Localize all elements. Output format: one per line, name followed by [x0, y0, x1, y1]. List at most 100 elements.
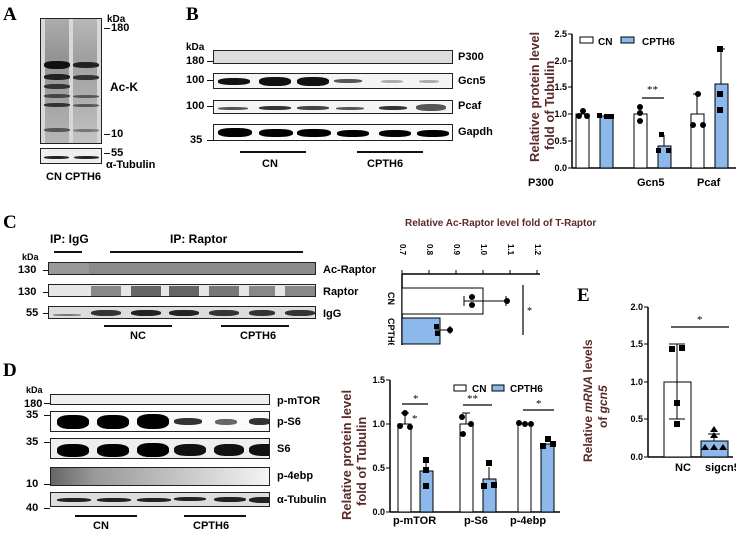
- x-label-nc: NC: [675, 462, 691, 474]
- svg-text:1.0: 1.0: [479, 244, 488, 256]
- marker: 130: [18, 264, 37, 276]
- svg-text:CN: CN: [386, 292, 396, 305]
- x-label-sigcn5: sigcn5: [705, 462, 736, 474]
- svg-text:2.5: 2.5: [554, 29, 567, 39]
- svg-text:CPTH6: CPTH6: [510, 384, 543, 395]
- blot-label-tubulin-d: α-Tubulin: [277, 494, 327, 506]
- blot-ac-k: [40, 18, 102, 144]
- panel-label-e: E: [577, 285, 590, 306]
- svg-text:CPTH6: CPTH6: [386, 318, 396, 345]
- x-label-p-4ebp: p-4ebp: [510, 515, 547, 527]
- group-labels: CN CPTH6: [46, 171, 102, 183]
- blot-gapdh: [213, 124, 453, 141]
- svg-text:fold of Tubulin: fold of Tubulin: [354, 417, 369, 506]
- svg-text:CPTH6: CPTH6: [642, 37, 675, 48]
- svg-text:1.0: 1.0: [630, 377, 643, 387]
- blot-label-gcn5: Gcn5: [458, 75, 486, 87]
- marker-tick: [104, 28, 110, 30]
- group-label-nc: NC: [130, 330, 146, 342]
- svg-text:0.8: 0.8: [425, 244, 434, 256]
- marker: 180: [24, 398, 43, 410]
- x-label-p-mtor: p-mTOR: [393, 515, 437, 527]
- svg-text:Relative protein level: Relative protein level: [527, 32, 542, 162]
- marker-tick: [44, 484, 50, 486]
- svg-text:CN: CN: [472, 384, 486, 395]
- svg-text:**: **: [467, 393, 478, 405]
- panel-label-c: C: [3, 212, 17, 233]
- svg-text:*: *: [697, 314, 703, 326]
- marker-tick: [43, 292, 49, 294]
- x-label-p300: P300: [528, 177, 554, 189]
- kda-label: kDa: [26, 385, 43, 395]
- blot-label-ac-k: Ac-K: [110, 80, 139, 94]
- marker: 35: [26, 409, 39, 421]
- marker-tick: [207, 140, 213, 142]
- svg-text:Relative protein level: Relative protein level: [339, 390, 354, 520]
- blot-label-igg: IgG: [323, 308, 342, 320]
- chart-c: 0.7 0.8 0.9 1.0 1.1 1.2 * CN CPTH6: [386, 244, 542, 345]
- blot-p-s6: [50, 411, 270, 432]
- chart-c-title: Relative Ac-Raptor level fold of T-Rapto…: [405, 218, 597, 229]
- svg-text:2.0: 2.0: [630, 302, 643, 312]
- svg-text:1.5: 1.5: [372, 375, 385, 385]
- svg-text:of gcn5: of gcn5: [596, 385, 610, 428]
- group-underline: [357, 151, 423, 153]
- svg-text:CN: CN: [598, 37, 612, 48]
- marker: 35: [190, 134, 203, 146]
- marker-180: 180: [111, 22, 130, 34]
- group-underline: [221, 325, 289, 327]
- marker-tick: [44, 403, 50, 405]
- svg-text:0.5: 0.5: [554, 136, 567, 146]
- svg-text:**: **: [647, 84, 658, 96]
- marker: 100: [186, 74, 205, 86]
- marker: 130: [18, 286, 37, 298]
- x-label-p-s6: p-S6: [464, 515, 488, 527]
- svg-text:1.2: 1.2: [533, 244, 542, 256]
- blot-raptor: [48, 284, 316, 297]
- panel-label-a: A: [3, 4, 17, 25]
- svg-text:*: *: [413, 393, 419, 405]
- svg-text:0.5: 0.5: [372, 463, 385, 473]
- group-label-cpth6: CPTH6: [367, 158, 404, 170]
- panel-label-b: B: [186, 4, 199, 25]
- blot-label-p300: P300: [458, 51, 484, 63]
- ip-label-igg: IP: IgG: [50, 232, 89, 246]
- svg-text:*: *: [527, 306, 532, 317]
- chart-e: Relative mRNA levels of gcn5 0.0 0.5 1.0…: [581, 302, 733, 462]
- group-underline: [75, 515, 137, 517]
- x-label-gcn5: Gcn5: [637, 177, 665, 189]
- blot-tubulin-d: [50, 492, 270, 507]
- svg-text:fold of Tubulin: fold of Tubulin: [542, 61, 557, 150]
- svg-text:1.0: 1.0: [372, 419, 385, 429]
- svg-text:0.7: 0.7: [398, 244, 407, 256]
- marker: 100: [186, 100, 205, 112]
- marker-55: 55: [111, 147, 124, 159]
- marker: 180: [186, 55, 205, 67]
- marker-tick: [207, 106, 213, 108]
- group-label-cn: CN: [93, 520, 109, 532]
- svg-text:1.0: 1.0: [554, 109, 567, 119]
- marker-tick: [44, 508, 50, 510]
- svg-text:Relative mRNA levels: Relative mRNA levels: [581, 339, 595, 462]
- blot-igg: [48, 306, 316, 319]
- svg-text:0.0: 0.0: [372, 507, 385, 517]
- blot-p300: [213, 50, 453, 64]
- svg-text:0.0: 0.0: [554, 163, 567, 173]
- marker: 35: [26, 436, 39, 448]
- svg-text:0.9: 0.9: [452, 244, 461, 256]
- marker-tick: [207, 61, 213, 63]
- marker-tick: [43, 270, 49, 272]
- kda-label: kDa: [186, 42, 205, 53]
- marker-tick: [104, 153, 110, 155]
- blot-label-gapdh: Gapdh: [458, 126, 493, 138]
- svg-text:2.0: 2.0: [554, 56, 567, 66]
- marker-tick: [44, 442, 50, 444]
- group-underline: [184, 515, 246, 517]
- kda-label: kDa: [22, 252, 39, 262]
- chart-d: Relative protein level fold of Tubulin 0…: [339, 375, 560, 520]
- ip-underline: [54, 251, 82, 253]
- marker-tick: [207, 80, 213, 82]
- blot-label-raptor: Raptor: [323, 286, 359, 298]
- group-label-cn: CN: [262, 158, 278, 170]
- blot-label-p-mtor: p-mTOR: [277, 395, 321, 407]
